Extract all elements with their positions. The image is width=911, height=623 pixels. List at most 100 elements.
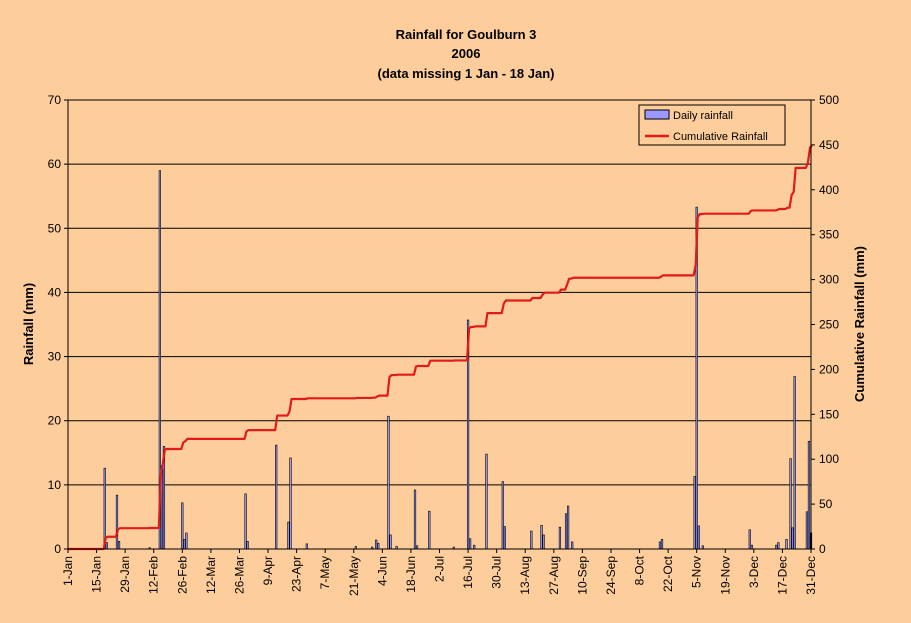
daily-rainfall-bar <box>558 526 562 550</box>
daily-rainfall-bar <box>805 511 809 550</box>
daily-rainfall-bar <box>750 544 753 550</box>
x-tick-label: 29-Jan <box>118 556 132 593</box>
y-tick-label: 0 <box>54 542 61 556</box>
x-tick-label: 8-Oct <box>633 555 647 585</box>
y2-tick-label: 350 <box>819 228 839 242</box>
y2-tick-label: 400 <box>819 183 839 197</box>
daily-rainfall-bar <box>793 376 796 550</box>
y2-tick-label: 100 <box>819 452 839 466</box>
x-tick-label: 26-Mar <box>232 556 246 594</box>
x-tick-label: 27-Aug <box>547 556 561 595</box>
daily-rainfall-bar <box>183 539 186 550</box>
daily-rainfall-bar <box>542 534 545 550</box>
daily-rainfall-bar <box>105 542 108 550</box>
x-tick-label: 22-Oct <box>661 555 675 592</box>
legend: Daily rainfall Cumulative Rainfall <box>638 104 786 146</box>
daily-rainfall-bar <box>117 541 121 550</box>
daily-rainfall-bar <box>289 457 292 550</box>
y-tick-label: 20 <box>48 414 62 428</box>
y2-axis-title: Cumulative Rainfall (mm) <box>852 246 867 402</box>
daily-rainfall-bar <box>377 542 380 550</box>
daily-rainfall-bar <box>540 524 543 550</box>
daily-rainfall-bar <box>473 544 476 550</box>
daily-rainfall-bar <box>748 529 751 550</box>
chart-title: Rainfall for Goulburn 3 2006 (data missi… <box>377 27 554 81</box>
x-tick-label: 12-Feb <box>147 556 161 594</box>
daily-rainfall-bar <box>530 530 533 550</box>
daily-rainfall-bar <box>785 539 788 550</box>
daily-rainfall-bar <box>564 513 568 550</box>
legend-label-cumulative-rainfall: Cumulative Rainfall <box>673 131 768 143</box>
x-tick-label: 3-Dec <box>747 556 761 588</box>
x-tick-label: 1-Jan <box>61 556 75 586</box>
y2-tick-label: 150 <box>819 407 839 421</box>
y2-tick-label: 450 <box>819 138 839 152</box>
cumulative-rainfall-line-group <box>68 144 813 551</box>
x-tick-label: 17-Dec <box>775 556 789 595</box>
x-tick-label: 10-Sep <box>575 556 589 595</box>
daily-rainfall-bar <box>375 539 378 550</box>
daily-rainfall-bar <box>693 476 696 550</box>
daily-rainfall-bar <box>389 534 392 550</box>
daily-rainfall-bar <box>566 505 570 550</box>
daily-rainfall-bar <box>658 541 662 550</box>
x-tick-label: 13-Aug <box>518 556 532 595</box>
daily-rainfall-bar <box>185 532 188 550</box>
y2-tick-label: 250 <box>819 318 839 332</box>
x-tick-label: 19-Nov <box>718 556 732 595</box>
chart-title-line-1: Rainfall for Goulburn 3 <box>396 27 537 42</box>
x-tick-label: 26-Feb <box>175 556 189 594</box>
x-tick-label: 5-Nov <box>690 556 704 588</box>
x-tick-label: 31-Dec <box>804 556 818 595</box>
x-tick-label: 30-Jul <box>490 556 504 589</box>
x-tick-label: 4-Jun <box>375 556 389 586</box>
legend-swatch-daily-rainfall <box>644 109 670 120</box>
daily-rainfall-bar <box>244 493 247 550</box>
y2-tick-label: 0 <box>819 542 826 556</box>
y-tick-label: 60 <box>48 157 62 171</box>
daily-rainfall-bar <box>807 440 811 550</box>
daily-rainfall-bar <box>660 539 664 550</box>
daily-rainfall-bar <box>485 453 488 550</box>
daily-rainfall-bar <box>428 510 431 550</box>
y2-axis-ticks: 0 50 100 150 200 250 300 350 400 450 500 <box>811 93 839 556</box>
y-axis-ticks: 0 10 20 30 40 50 60 70 <box>48 93 68 556</box>
x-tick-label: 16-Jul <box>461 556 475 589</box>
daily-rainfall-bar <box>503 526 506 550</box>
y-tick-label: 30 <box>48 350 62 364</box>
daily-rainfall-bar <box>469 538 472 550</box>
daily-rainfall-bar <box>181 502 184 550</box>
x-tick-label: 2-Jul <box>433 556 447 582</box>
daily-rainfall-bar <box>115 494 119 550</box>
daily-rainfall-bar <box>789 458 792 550</box>
x-tick-label: 7-May <box>318 556 332 589</box>
y2-tick-label: 50 <box>819 497 833 511</box>
x-tick-label: 23-Apr <box>290 556 304 592</box>
cumulative-rainfall-line <box>68 144 813 551</box>
y-tick-label: 40 <box>48 285 62 299</box>
y2-tick-label: 500 <box>819 93 839 107</box>
gridlines <box>68 99 811 486</box>
x-tick-label: 24-Sep <box>604 556 618 595</box>
x-tick-label: 18-Jun <box>404 556 418 593</box>
x-tick-label: 21-May <box>347 556 361 596</box>
x-tick-label: 12-Mar <box>204 556 218 594</box>
x-tick-label: 15-Jan <box>90 556 104 593</box>
daily-rainfall-bar <box>775 544 778 550</box>
y-tick-label: 50 <box>48 221 62 235</box>
daily-rainfall-bar <box>501 481 504 550</box>
chart-title-line-2: 2006 <box>452 46 481 61</box>
daily-rainfall-bar <box>571 541 574 550</box>
daily-rainfall-bar <box>387 415 390 550</box>
plot-area <box>68 100 811 549</box>
daily-rainfall-bar <box>777 542 780 550</box>
y-tick-label: 10 <box>48 478 62 492</box>
y-axis-title: Rainfall (mm) <box>21 283 36 365</box>
daily-rainfall-bar <box>246 541 249 550</box>
y-tick-label: 70 <box>48 93 62 107</box>
daily-rainfall-bar <box>305 543 308 550</box>
y2-tick-label: 200 <box>819 362 839 376</box>
chart-title-line-3: (data missing 1 Jan - 18 Jan) <box>377 66 554 81</box>
daily-rainfall-bar <box>697 525 700 550</box>
